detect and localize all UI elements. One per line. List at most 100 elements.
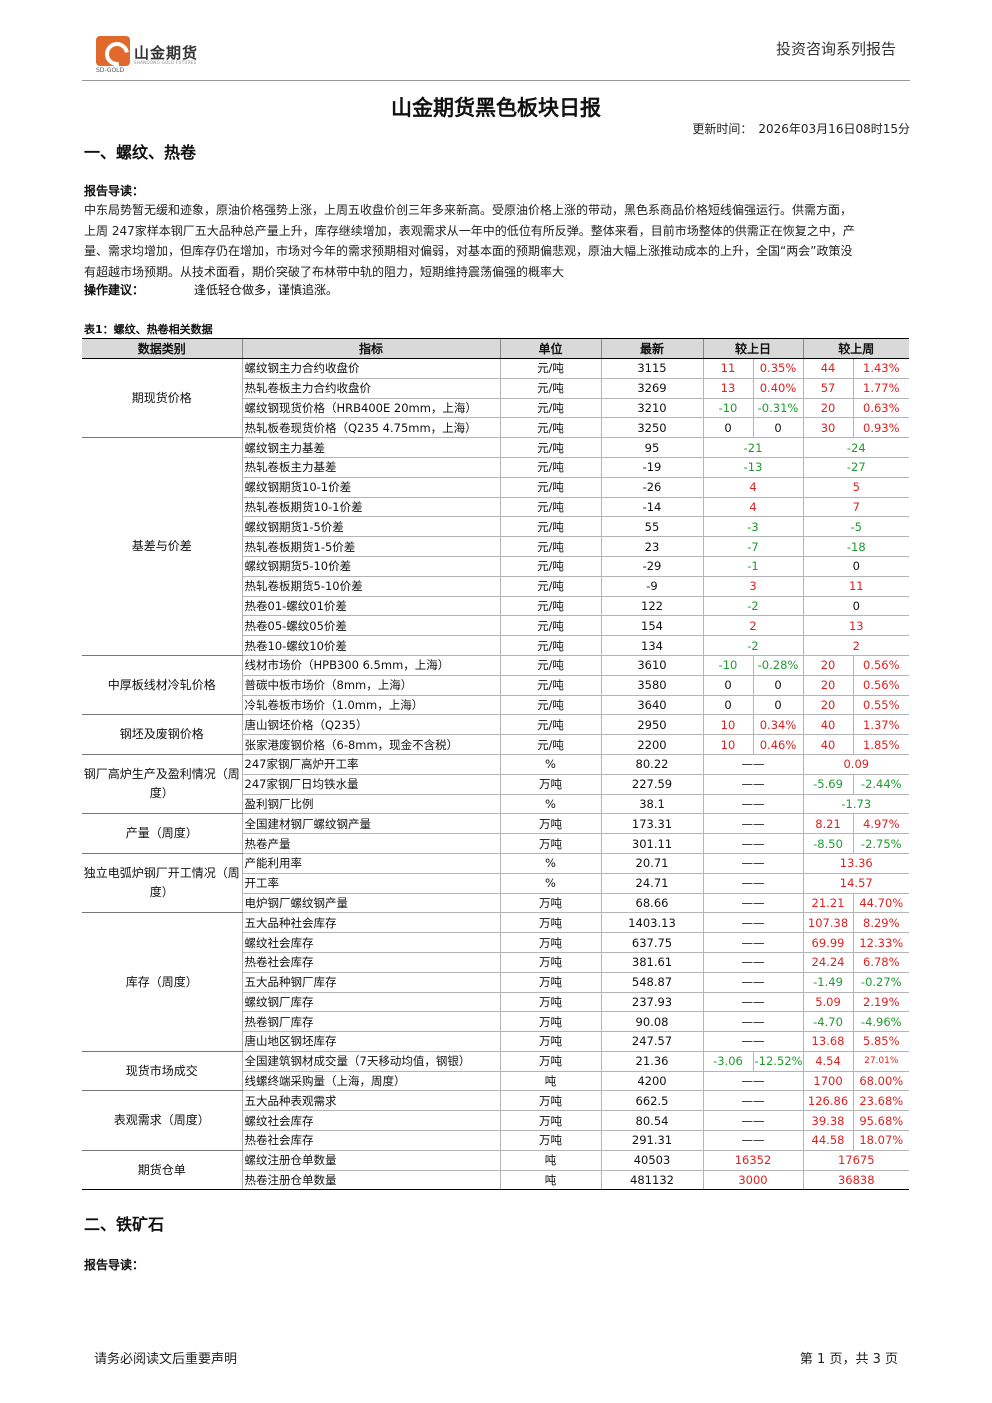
- latest-cell: 3580: [600, 675, 703, 696]
- latest-cell: 662.5: [600, 1090, 703, 1112]
- unit-cell: 元/吨: [499, 358, 601, 379]
- week-change-pct-cell: 68.00%: [852, 1071, 910, 1092]
- day-change-pct-cell: -0.31%: [752, 398, 804, 419]
- table-row: 热轧卷板期货10-1价差 元/吨 -14 4 7: [82, 497, 910, 518]
- table-row: 螺纹钢期货5-10价差 元/吨 -29 -1 0: [82, 556, 910, 577]
- day-change-cell: ——: [702, 1110, 804, 1132]
- week-change-cell: 5: [802, 477, 910, 498]
- unit-cell: 元/吨: [499, 536, 601, 557]
- week-change-cell: 126.86: [802, 1090, 854, 1112]
- day-change-cell: ——: [702, 932, 804, 953]
- table-row: 螺纹钢期货10-1价差 元/吨 -26 4 5: [82, 477, 910, 498]
- latest-cell: -29: [600, 556, 703, 577]
- week-change-cell: 5.09: [802, 992, 854, 1013]
- unit-cell: 元/吨: [499, 437, 601, 458]
- table-row: 螺纹社会库存 万吨 80.54 —— 39.38 95.68%: [82, 1110, 910, 1132]
- day-change-cell: ——: [702, 1011, 804, 1033]
- latest-cell: 2200: [600, 734, 703, 755]
- week-change-cell: 20: [802, 675, 854, 696]
- indicator-cell: 五大品种钢厂库存: [241, 972, 500, 993]
- unit-cell: 万吨: [499, 992, 601, 1013]
- day-change-cell: ——: [702, 1031, 804, 1052]
- week-change-cell: 44.58: [802, 1130, 854, 1151]
- section2-guide-label: 报告导读：: [84, 1258, 145, 1272]
- latest-cell: 55: [600, 516, 703, 538]
- col-header-unit: 单位: [499, 338, 601, 359]
- table-row: 库存（周度） 五大品种社会库存 万吨 1403.13 —— 107.38 8.29%: [82, 912, 910, 1052]
- week-change-pct-cell: -2.44%: [852, 774, 910, 795]
- latest-cell: 227.59: [600, 774, 703, 795]
- week-change-cell: -1.49: [802, 972, 854, 993]
- day-change-cell: 4: [702, 477, 804, 498]
- guide-line: 有超越市场预期。从技术面看，期价突破了布林带中轨的阻力，短期维持震荡偏强的概率大: [84, 264, 565, 279]
- indicator-cell: 热卷社会库存: [241, 1130, 500, 1151]
- table-row: 期货仓单 螺纹注册仓单数量吨 40503 16352 17675: [82, 1150, 910, 1191]
- latest-cell: -14: [600, 497, 703, 518]
- day-change-pct-cell: 0: [752, 695, 804, 716]
- latest-cell: 40503: [600, 1150, 703, 1171]
- unit-cell: %: [499, 853, 601, 874]
- update-time-value: 2026年03月16日08时15分: [758, 122, 910, 136]
- footer-disclaimer: 请务必阅读文后重要声明: [94, 1352, 238, 1367]
- indicator-cell: 线材市场价（HPB300 6.5mm，上海）: [241, 655, 500, 676]
- unit-cell: 元/吨: [499, 734, 601, 755]
- category-cell: 钢坯及废钢价格: [82, 714, 242, 755]
- table-row: 张家港废钢价格（6-8mm，现金不含税） 元/吨 2200 10 0.46% 40 1.85…: [82, 734, 910, 755]
- day-change-cell: 2: [702, 615, 804, 637]
- day-change-cell: 10: [702, 734, 753, 755]
- latest-cell: 548.87: [600, 972, 703, 993]
- week-change-cell: 11: [802, 576, 910, 597]
- table-row: 热卷产量 万吨 301.11 —— -8.50 -2.75%: [82, 833, 910, 854]
- week-change-pct-cell: 6.78%: [852, 952, 910, 973]
- table-row: 螺纹钢现货价格（HRB400E 20mm，上海） 元/吨 3210 -10 -0.31%…: [82, 398, 910, 419]
- week-change-cell: -5: [802, 516, 910, 538]
- week-change-cell: 21.21: [802, 893, 854, 914]
- day-change-cell: 0: [702, 695, 753, 716]
- unit-cell: 万吨: [499, 1090, 601, 1112]
- page-title: 山金期货黑色板块日报: [391, 96, 601, 120]
- table-row: 螺纹社会库存 万吨 637.75 —— 69.99 12.33%: [82, 932, 910, 953]
- latest-cell: 154: [600, 615, 703, 637]
- day-change-cell: ——: [702, 893, 804, 914]
- indicator-cell: 电炉钢厂螺纹钢产量: [241, 893, 500, 914]
- week-change-pct-cell: 1.37%: [852, 714, 910, 736]
- indicator-cell: 热轧卷板期货5-10价差: [241, 576, 500, 597]
- week-change-cell: -27: [802, 457, 910, 478]
- latest-cell: 173.31: [600, 813, 703, 835]
- unit-cell: 吨: [499, 1170, 601, 1191]
- table-row: 期现货价格 螺纹钢主力合约收盘价 元/吨 3115 11 0.35% 44 1.43%: [82, 358, 910, 439]
- unit-cell: 元/吨: [499, 596, 601, 617]
- latest-cell: 134: [600, 635, 703, 656]
- table-row: 热卷社会库存 万吨 381.61 —— 24.24 6.78%: [82, 952, 910, 973]
- day-change-pct-cell: -12.52%: [752, 1051, 804, 1072]
- week-change-cell: 13.68: [802, 1031, 854, 1052]
- update-time-label: 更新时间：: [692, 122, 753, 136]
- week-change-cell: 40: [802, 714, 854, 736]
- indicator-cell: 热轧卷板期货1-5价差: [241, 536, 500, 557]
- week-change-cell: 24.24: [802, 952, 854, 973]
- operation-advice: 操作建议： 逢低轻仓做多，谨慎追涨。: [84, 281, 338, 298]
- week-change-cell: 30: [802, 417, 854, 439]
- week-change-cell: 57: [802, 378, 854, 399]
- rebar-hrc-data-table: 数据类别 指标 单位 最新 较上日 较上周 期现货价格 螺纹钢主力合约收盘价 元/吨…: [82, 338, 910, 1191]
- indicator-cell: 五大品种社会库存: [241, 912, 500, 934]
- table-row: 线螺终端采购量（上海，周度）吨 4200 —— 1700 68.00%: [82, 1071, 910, 1092]
- week-change-cell: 69.99: [802, 932, 854, 953]
- latest-cell: 68.66: [600, 893, 703, 914]
- indicator-cell: 全国建材钢厂螺纹钢产量: [241, 813, 500, 835]
- latest-cell: -9: [600, 576, 703, 597]
- table-row: 钢坯及废钢价格 唐山钢坯价格（Q235） 元/吨 2950 10 0.34% 40 1.37%: [82, 714, 910, 755]
- week-change-pct-cell: 5.85%: [852, 1031, 910, 1052]
- day-change-cell: ——: [702, 1130, 804, 1151]
- unit-cell: 万吨: [499, 1110, 601, 1132]
- unit-cell: 元/吨: [499, 477, 601, 498]
- latest-cell: 38.1: [600, 794, 703, 815]
- unit-cell: 元/吨: [499, 516, 601, 538]
- week-change-cell: 107.38: [802, 912, 854, 934]
- unit-cell: 万吨: [499, 912, 601, 934]
- unit-cell: 万吨: [499, 893, 601, 914]
- day-change-pct-cell: 0.34%: [752, 714, 804, 736]
- latest-cell: 20.71: [600, 853, 703, 874]
- latest-cell: 95: [600, 437, 703, 458]
- week-change-cell: 7: [802, 497, 910, 518]
